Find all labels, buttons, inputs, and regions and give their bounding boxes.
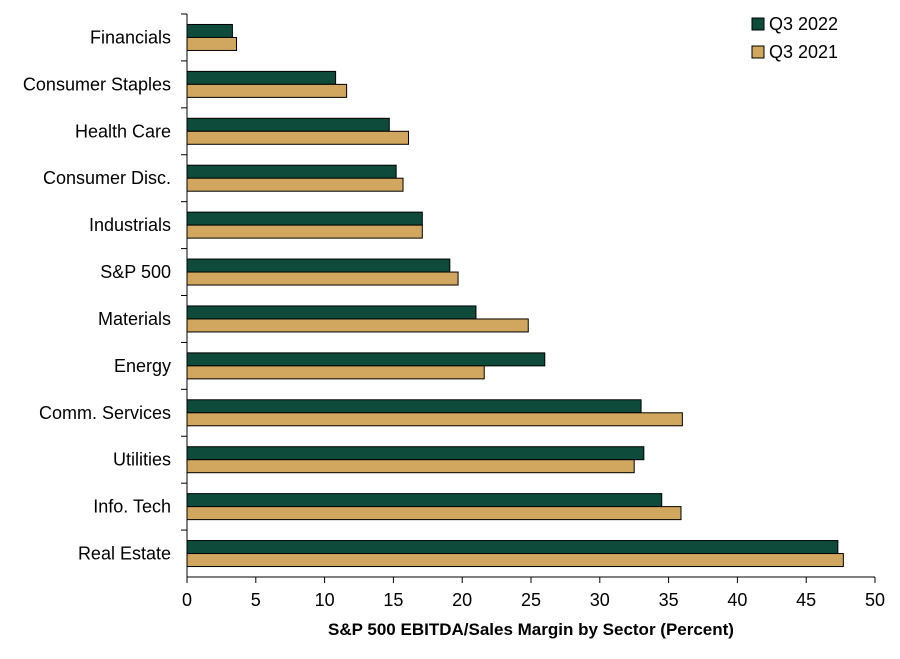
legend-label-q3-2022: Q3 2022: [769, 14, 838, 34]
x-tick-label: 0: [182, 590, 192, 610]
bar-materials-q3-2021: [186, 318, 529, 333]
bar-comm-services-q3-2021: [186, 412, 683, 427]
category-label-consumer-disc: Consumer Disc.: [43, 168, 171, 188]
x-tick-label: 25: [521, 590, 541, 610]
category-label-info-tech: Info. Tech: [93, 497, 171, 517]
legend: Q3 2022 Q3 2021: [751, 14, 838, 62]
bar-real-estate-q3-2021: [186, 553, 844, 568]
category-label-industrials: Industrials: [89, 215, 171, 235]
bar-info-tech-q3-2021: [186, 506, 682, 521]
bar-info-tech-q3-2022: [186, 493, 663, 508]
legend-swatch-q3-2022: [751, 17, 765, 31]
legend-label-q3-2021: Q3 2021: [769, 42, 838, 62]
bar-sandp-500-q3-2021: [186, 271, 459, 286]
x-tick-label: 15: [383, 590, 403, 610]
category-label-energy: Energy: [114, 356, 171, 376]
x-tick-label: 45: [796, 590, 816, 610]
bar-comm-services-q3-2022: [186, 399, 642, 414]
bar-consumer-disc-q3-2022: [186, 164, 397, 179]
bar-energy-q3-2021: [186, 365, 485, 380]
category-label-health-care: Health Care: [75, 121, 171, 141]
category-label-materials: Materials: [98, 309, 171, 329]
legend-swatch-q3-2021: [751, 45, 765, 59]
x-axis-title: S&P 500 EBITDA/Sales Margin by Sector (P…: [328, 620, 734, 639]
bar-industrials-q3-2022: [186, 211, 423, 226]
category-label-financials: Financials: [90, 27, 171, 47]
bar-industrials-q3-2021: [186, 224, 423, 239]
bars-layer: [186, 23, 844, 568]
axes-layer: [181, 13, 876, 583]
bar-health-care-q3-2022: [186, 117, 390, 132]
bar-sandp-500-q3-2022: [186, 258, 451, 273]
x-tick-label: 10: [315, 590, 335, 610]
x-tick-label: 35: [659, 590, 679, 610]
bar-health-care-q3-2021: [186, 130, 410, 145]
x-tick-label: 40: [727, 590, 747, 610]
category-label-sandp-500: S&P 500: [100, 262, 171, 282]
x-tick-label: 5: [251, 590, 261, 610]
bar-real-estate-q3-2022: [186, 540, 839, 555]
x-tick-label: 20: [452, 590, 472, 610]
bar-materials-q3-2022: [186, 305, 477, 320]
category-label-comm-services: Comm. Services: [39, 403, 171, 423]
bar-financials-q3-2022: [186, 23, 233, 38]
bar-financials-q3-2021: [186, 36, 238, 51]
x-tick-label: 30: [590, 590, 610, 610]
x-tick-label: 50: [865, 590, 885, 610]
bar-consumer-disc-q3-2021: [186, 177, 404, 192]
bar-utilities-q3-2021: [186, 459, 635, 474]
category-label-real-estate: Real Estate: [78, 544, 171, 564]
bar-energy-q3-2022: [186, 352, 546, 367]
bar-utilities-q3-2022: [186, 446, 645, 461]
labels-layer: Financials Consumer Staples Health Care Con…: [23, 27, 885, 610]
category-label-consumer-staples: Consumer Staples: [23, 74, 171, 94]
bar-consumer-staples-q3-2021: [186, 83, 348, 98]
category-label-utilities: Utilities: [113, 450, 171, 470]
bar-consumer-staples-q3-2022: [186, 70, 337, 85]
